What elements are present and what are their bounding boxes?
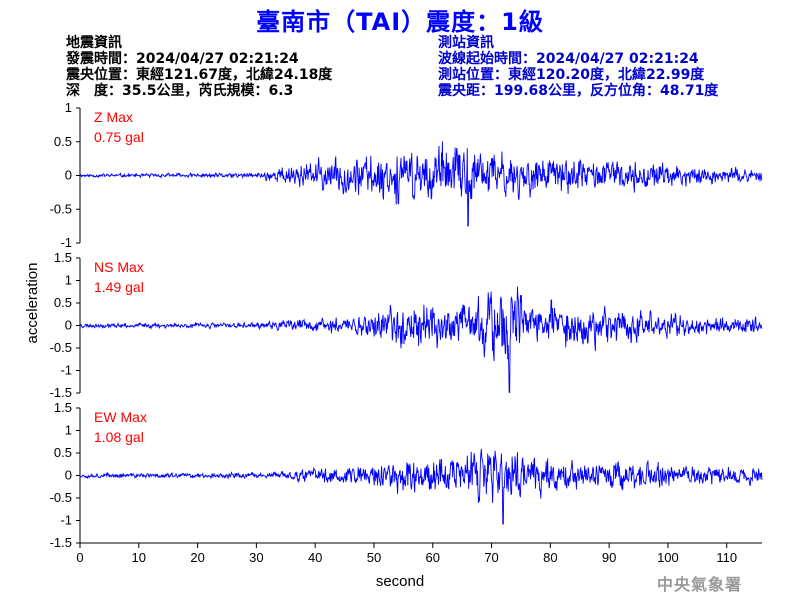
x-tick-label: 0 <box>76 550 83 565</box>
y-tick-label: -1 <box>60 363 72 378</box>
waveform-trace-z <box>79 141 763 227</box>
cwa-watermark: 中央氣象署 <box>657 575 743 594</box>
x-tick-label: 80 <box>543 550 557 565</box>
y-tick-label: 1.5 <box>54 400 72 415</box>
max-label-ns: NS Max <box>94 259 144 275</box>
y-tick-label: -1.5 <box>50 385 72 400</box>
y-tick-label: 0 <box>65 318 72 333</box>
y-tick-label: -0.5 <box>50 490 72 505</box>
waveform-trace-ew <box>80 448 763 525</box>
event-info-heading: 地震資訊 <box>66 35 122 51</box>
depth-magnitude: 深 度：35.5公里，芮氏規模：6.3 <box>66 83 294 99</box>
y-axis-label: acceleration <box>24 263 41 344</box>
y-tick-label: 1 <box>65 273 72 288</box>
y-tick-label: 1 <box>65 423 72 438</box>
x-tick-label: 110 <box>716 550 737 565</box>
max-label-ew: EW Max <box>94 409 147 425</box>
y-tick-label: 0.5 <box>54 134 72 149</box>
x-tick-label: 40 <box>308 550 322 565</box>
max-value-ns: 1.49 gal <box>94 279 144 295</box>
x-tick-label: 70 <box>484 550 498 565</box>
y-tick-label: 0 <box>65 168 72 183</box>
waveform-trace-ns <box>79 286 763 394</box>
y-tick-label: 0.5 <box>54 445 72 460</box>
wave-start-time: 波線起始時間：2024/04/27 02:21:24 <box>438 51 699 67</box>
station-info-block: 測站資訊 波線起始時間：2024/04/27 02:21:24 測站位置：東經1… <box>438 35 718 99</box>
x-tick-label: 50 <box>367 550 381 565</box>
station-location: 測站位置：東經120.20度，北緯22.99度 <box>438 67 705 83</box>
x-tick-label: 10 <box>132 550 146 565</box>
origin-time: 發震時間：2024/04/27 02:21:24 <box>66 51 299 67</box>
y-tick-label: -1 <box>60 513 72 528</box>
y-tick-label: 1 <box>65 100 72 115</box>
x-tick-label: 100 <box>657 550 679 565</box>
y-tick-label: -1 <box>60 235 72 250</box>
x-tick-label: 90 <box>602 550 616 565</box>
x-axis-label: second <box>376 573 424 590</box>
y-tick-label: -0.5 <box>50 340 72 355</box>
y-tick-label: 0 <box>65 468 72 483</box>
station-info-heading: 測站資訊 <box>438 35 494 51</box>
max-value-ew: 1.08 gal <box>94 429 144 445</box>
x-tick-label: 60 <box>426 550 440 565</box>
max-value-z: 0.75 gal <box>94 129 144 145</box>
y-tick-label: -1.5 <box>50 535 72 550</box>
max-label-z: Z Max <box>94 109 133 125</box>
epicentral-distance: 震央距：199.68公里，反方位角：48.71度 <box>438 83 719 99</box>
event-info-block: 地震資訊 發震時間：2024/04/27 02:21:24 震央位置：東經121… <box>66 35 332 99</box>
y-tick-label: 1.5 <box>54 250 72 265</box>
y-tick-label: 0.5 <box>54 295 72 310</box>
epicenter-location: 震央位置：東經121.67度，北緯24.18度 <box>66 67 333 83</box>
x-tick-label: 30 <box>249 550 263 565</box>
chart-title: 臺南市（TAI）震度：1級 <box>256 8 544 36</box>
x-tick-label: 20 <box>190 550 204 565</box>
y-tick-label: -0.5 <box>50 201 72 216</box>
